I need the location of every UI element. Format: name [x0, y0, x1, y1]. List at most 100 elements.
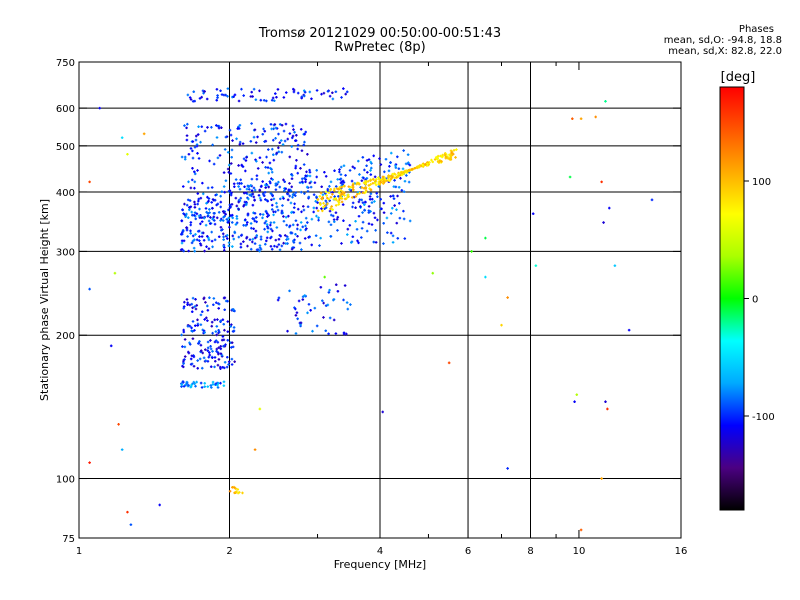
data-point: [328, 199, 331, 202]
data-point: [323, 207, 326, 211]
data-point: [332, 197, 336, 201]
data-point: [193, 170, 196, 174]
data-point: [222, 248, 226, 252]
data-point: [258, 249, 261, 253]
data-point: [203, 249, 206, 253]
data-point: [381, 178, 385, 181]
data-point: [315, 196, 318, 200]
data-point: [202, 239, 206, 242]
data-point: [351, 235, 355, 239]
data-point: [391, 234, 395, 238]
data-point: [254, 216, 258, 219]
data-point: [308, 168, 311, 172]
data-point: [299, 228, 302, 232]
data-point: [421, 163, 424, 167]
data-point: [251, 237, 255, 241]
data-point: [382, 221, 385, 225]
data-point: [389, 212, 393, 215]
data-point: [392, 197, 396, 200]
data-point: [436, 157, 439, 160]
data-point: [314, 200, 318, 203]
data-point: [194, 138, 198, 142]
data-point: [253, 199, 256, 202]
data-point: [185, 228, 189, 232]
data-point: [230, 363, 234, 366]
data-point: [205, 245, 208, 248]
data-point: [257, 194, 261, 197]
data-point: [258, 89, 261, 93]
data-point: [239, 245, 243, 249]
data-point: [277, 296, 281, 300]
data-point: [274, 137, 277, 140]
data-point: [361, 211, 364, 214]
data-point: [338, 168, 341, 171]
data-point: [263, 129, 267, 133]
data-point: [311, 329, 314, 333]
data-point: [222, 322, 226, 326]
data-point: [250, 189, 254, 192]
data-point: [199, 381, 203, 385]
data-point: [568, 175, 572, 179]
data-point: [388, 164, 391, 168]
data-point: [180, 155, 184, 159]
data-point: [238, 123, 242, 127]
data-point: [361, 156, 365, 159]
data-point: [186, 324, 190, 328]
data-point: [304, 228, 307, 232]
y-axis-label: Stationary phase Virtual Height [km]: [38, 199, 51, 401]
data-point: [120, 448, 124, 451]
data-point: [215, 124, 218, 127]
data-point: [506, 467, 509, 470]
data-point: [452, 148, 456, 152]
data-point: [217, 211, 221, 214]
data-point: [271, 147, 274, 151]
data-point: [282, 178, 285, 182]
data-point: [230, 357, 234, 361]
data-point: [361, 220, 365, 224]
data-point: [371, 181, 375, 185]
data-point: [321, 209, 324, 213]
data-point: [408, 163, 412, 167]
data-point: [370, 223, 374, 226]
data-point: [329, 207, 332, 211]
data-point: [402, 190, 406, 194]
data-point: [317, 218, 320, 222]
data-point: [205, 97, 209, 101]
data-point: [208, 222, 212, 225]
data-point: [364, 190, 368, 194]
data-point: [221, 219, 225, 222]
data-point: [253, 128, 257, 132]
data-point: [193, 180, 197, 184]
data-point: [324, 175, 328, 178]
data-point: [113, 271, 117, 275]
data-point: [189, 221, 193, 224]
data-point: [213, 222, 217, 226]
data-point: [303, 294, 306, 297]
data-point: [373, 200, 376, 203]
data-point: [193, 329, 196, 332]
data-point: [202, 91, 205, 95]
data-point: [230, 323, 233, 327]
data-point: [190, 178, 194, 182]
data-point: [372, 211, 376, 215]
data-point: [340, 242, 343, 245]
data-point: [277, 180, 280, 184]
data-point: [232, 329, 236, 333]
data-point: [323, 170, 326, 174]
data-point: [340, 185, 343, 189]
data-point: [373, 175, 377, 179]
data-point: [356, 239, 359, 243]
data-point: [357, 200, 361, 204]
data-point: [233, 185, 236, 188]
data-point: [303, 94, 306, 98]
data-point: [303, 90, 307, 94]
data-point: [334, 204, 338, 207]
data-point: [216, 318, 219, 321]
data-point: [251, 95, 254, 98]
data-point: [264, 183, 267, 187]
data-point: [223, 308, 226, 312]
data-point: [271, 178, 274, 181]
data-point: [575, 393, 579, 397]
data-point: [300, 177, 304, 181]
data-point: [237, 185, 240, 188]
